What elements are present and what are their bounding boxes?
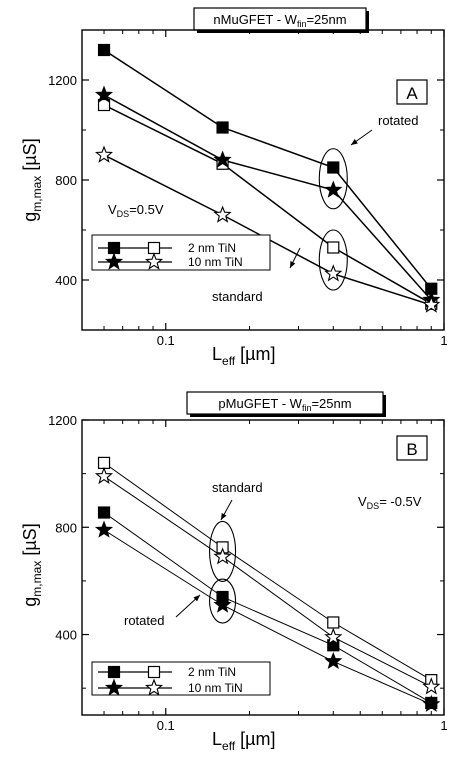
series-line xyxy=(103,529,432,705)
data-point-filled-star xyxy=(324,651,343,670)
series-line xyxy=(103,512,432,704)
data-point-open-star xyxy=(422,677,441,695)
data-point-filled-square xyxy=(97,506,111,519)
panel-a: nMuGFET - Wfin=25nm 400 800 1200 0.1 1 Leff [µ… xyxy=(20,7,448,368)
vds-label: VDS= -0.5V xyxy=(358,494,422,511)
data-point-filled-star xyxy=(213,150,232,168)
data-point-open-star xyxy=(94,145,114,163)
annotation-label: rotated xyxy=(378,113,418,128)
x-tick-label: 1 xyxy=(440,333,447,348)
legend-label: 2 nm TiN xyxy=(188,241,236,255)
data-point-filled-star xyxy=(213,595,232,613)
data-point-open-square xyxy=(97,456,111,470)
legend-box xyxy=(91,234,271,271)
data-point-open-star xyxy=(213,205,232,223)
y-axis-label: gm,max [µS] xyxy=(20,138,44,221)
y-tick-label: 400 xyxy=(55,628,77,643)
arrow-head xyxy=(193,595,200,602)
annotation-label: standard xyxy=(212,480,263,495)
annotation-label: standard xyxy=(212,289,263,304)
data-point-open-star xyxy=(324,627,343,645)
legend-label: 10 nm TiN xyxy=(188,681,243,695)
data-point-open-star xyxy=(422,295,441,313)
legend-marker xyxy=(147,665,161,679)
data-point-open-star xyxy=(213,547,232,565)
chart-title: nMuGFET - Wfin=25nm xyxy=(213,12,346,29)
panel-letter-box xyxy=(396,79,428,105)
y-tick-label: 400 xyxy=(55,273,77,288)
legend-label: 2 nm TiN xyxy=(188,665,236,679)
title-box xyxy=(186,391,384,415)
x-tick-label: 1 xyxy=(440,718,447,733)
series-line xyxy=(103,94,432,301)
highlight-ellipse xyxy=(318,148,348,210)
legend-marker xyxy=(107,665,121,679)
data-point-open-star xyxy=(324,264,343,282)
x-tick-label: 0.1 xyxy=(157,333,175,348)
panel-b: pMuGFET - Wfin=25nm 400 800 1200 0.1 1 Leff [µ… xyxy=(20,391,448,753)
legend-marker xyxy=(107,241,121,255)
series-line xyxy=(103,49,432,290)
annotation-label: rotated xyxy=(124,613,164,628)
series-line xyxy=(103,154,432,306)
legend-box xyxy=(91,661,271,696)
panel-letter: A xyxy=(406,84,418,103)
data-point-open-square xyxy=(327,616,340,629)
legend-marker xyxy=(104,678,124,696)
y-axis-label: gm,max [µS] xyxy=(20,523,44,606)
x-axis-label: Leff [µm] xyxy=(212,344,276,368)
series-line xyxy=(103,475,432,688)
highlight-ellipse xyxy=(318,229,348,291)
data-point-filled-star xyxy=(94,85,114,103)
arrow-head xyxy=(290,261,296,268)
plot-frame xyxy=(81,29,445,331)
arrow-head xyxy=(351,139,358,145)
panel-letter: B xyxy=(406,440,417,459)
data-point-filled-star xyxy=(422,694,441,712)
data-point-filled-star xyxy=(94,520,114,538)
vds-label: VDS=0.5V xyxy=(108,202,164,219)
legend-marker xyxy=(104,252,124,270)
data-point-open-square xyxy=(327,241,340,254)
legend-marker xyxy=(144,252,164,270)
panel-letter-box xyxy=(396,435,428,461)
x-axis-label: Leff [µm] xyxy=(212,729,276,753)
highlight-ellipse xyxy=(209,578,237,624)
y-tick-label: 800 xyxy=(55,173,77,188)
chart-title: pMuGFET - Wfin=25nm xyxy=(218,396,351,413)
legend-marker xyxy=(144,678,164,696)
legend-marker xyxy=(147,241,161,255)
data-point-open-square xyxy=(97,98,111,112)
data-point-filled-square xyxy=(97,43,111,57)
y-tick-label: 1200 xyxy=(48,413,77,428)
data-point-filled-square xyxy=(327,161,340,174)
plot-frame xyxy=(81,419,445,716)
y-tick-label: 800 xyxy=(55,520,77,535)
legend-label: 10 nm TiN xyxy=(188,255,243,269)
series-line xyxy=(103,104,432,305)
highlight-ellipse xyxy=(209,520,237,582)
series-line xyxy=(103,462,432,681)
data-point-open-star xyxy=(94,466,114,485)
data-point-filled-star xyxy=(324,180,343,198)
data-point-filled-square xyxy=(216,121,229,134)
x-tick-label: 0.1 xyxy=(157,718,175,733)
y-tick-label: 1200 xyxy=(48,73,77,88)
arrow-head xyxy=(221,513,227,520)
